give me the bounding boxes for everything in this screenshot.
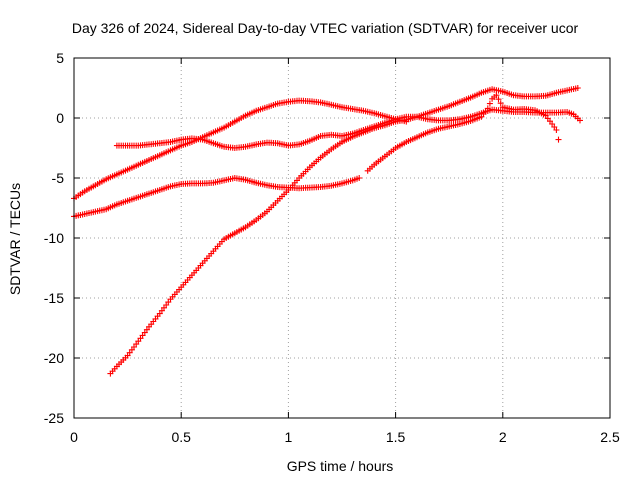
y-tick-label: -10 xyxy=(44,230,64,246)
series-e xyxy=(364,92,562,174)
plus-markers xyxy=(364,92,562,174)
axis-ticks xyxy=(73,57,611,419)
series-d xyxy=(107,85,581,377)
x-tick-label: 0.5 xyxy=(171,429,191,445)
data-marks xyxy=(71,85,583,377)
plus-markers xyxy=(107,85,581,377)
y-axis-title: SDTVAR / TECUs xyxy=(7,183,23,295)
series-a xyxy=(71,97,410,202)
y-tick-label: -20 xyxy=(44,350,64,366)
tick-labels: 0 0.5 1 1.5 2 2.5 -25 -20 -15 -10 -5 0 5 xyxy=(44,50,620,445)
x-tick-label: 0 xyxy=(70,429,78,445)
chart-title: Day 326 of 2024, Sidereal Day-to-day VTE… xyxy=(72,20,579,36)
series-c xyxy=(71,175,363,220)
plus-markers xyxy=(71,175,363,220)
x-tick-label: 1 xyxy=(285,429,293,445)
x-tick-label: 2.5 xyxy=(600,429,620,445)
y-tick-label: -5 xyxy=(52,170,65,186)
x-tick-label: 1.5 xyxy=(386,429,406,445)
y-tick-label: 0 xyxy=(56,110,64,126)
y-tick-label: 5 xyxy=(56,50,64,66)
y-tick-label: -15 xyxy=(44,290,64,306)
x-axis-title: GPS time / hours xyxy=(287,458,394,474)
y-tick-label: -25 xyxy=(44,410,64,426)
plus-markers xyxy=(71,97,410,202)
x-tick-label: 2 xyxy=(499,429,507,445)
